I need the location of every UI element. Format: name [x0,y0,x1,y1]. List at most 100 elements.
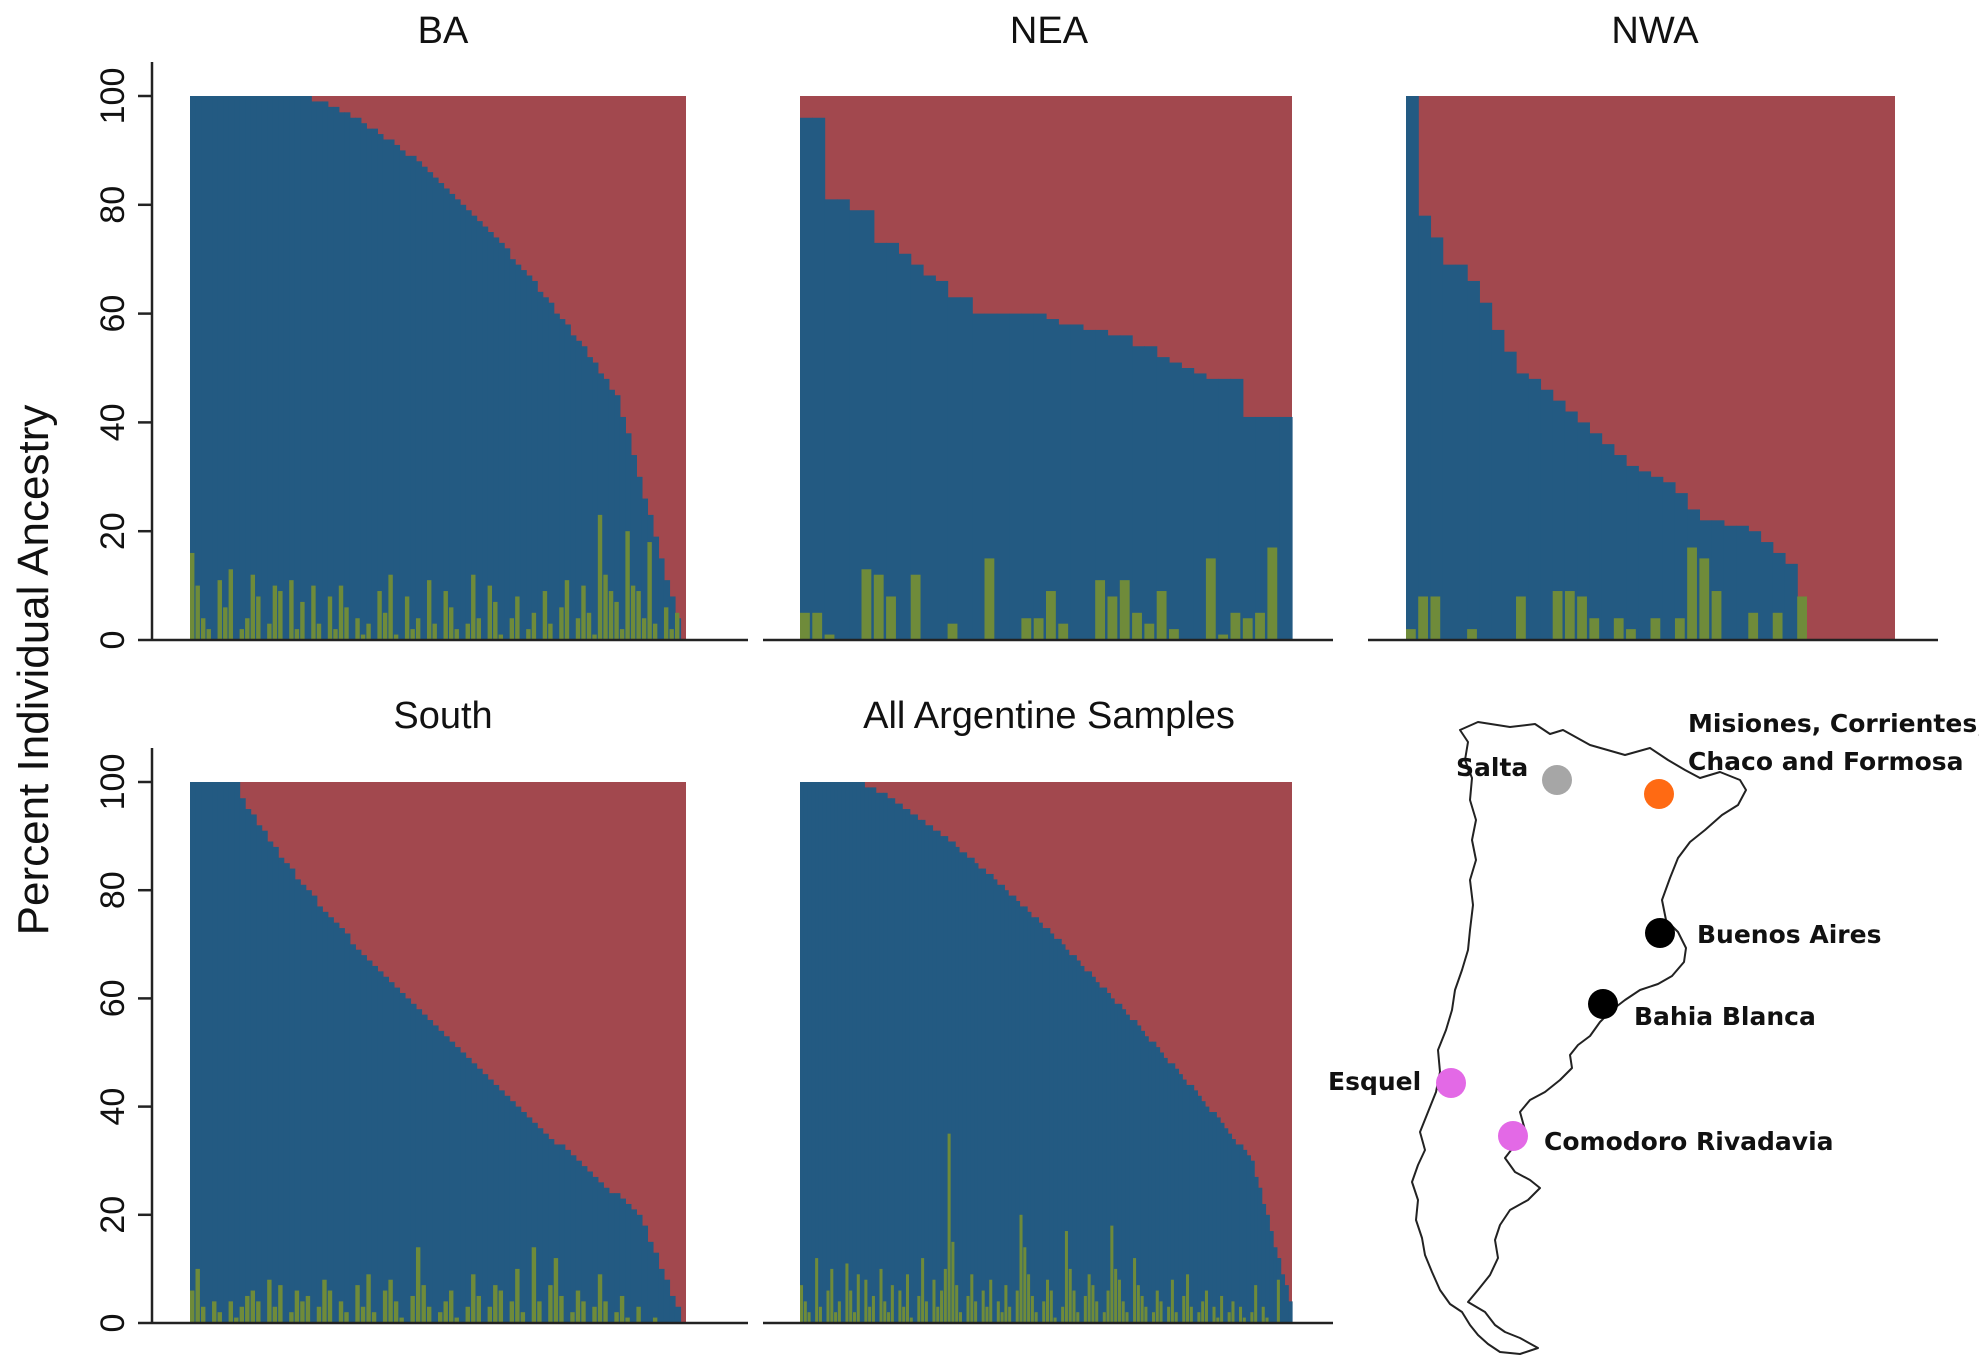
blue-ancestry-bar [1223,1128,1229,1323]
blue-ancestry-bar [526,1117,533,1323]
blue-ancestry-bar [206,96,213,640]
blue-ancestry-bar [344,112,351,640]
blue-ancestry-bar [548,1139,555,1323]
blue-ancestry-bar [1027,911,1032,1323]
green-ancestry-bar [548,623,553,640]
blue-ancestry-bar [515,1106,522,1323]
green-ancestry-bar [256,596,261,640]
blue-ancestry-bar [989,873,994,1323]
blue-ancestry-bar [1046,319,1059,640]
blue-ancestry-bar [294,96,301,640]
green-ancestry-bar [647,542,652,640]
green-ancestry-bar [1019,1214,1023,1323]
green-ancestry-bar [515,596,520,640]
blue-ancestry-bar [1148,1041,1153,1323]
green-ancestry-bar [289,1312,294,1323]
green-ancestry-bar [951,1241,955,1323]
green-ancestry-bar [1023,1247,1027,1323]
green-ancestry-bar [1186,1274,1190,1323]
green-ancestry-bar [300,601,305,640]
blue-ancestry-bar [300,96,307,640]
blue-ancestry-bar [608,389,615,640]
green-ancestry-bar [344,1312,349,1323]
green-ancestry-bar [526,629,531,640]
panel-nea [763,96,1333,642]
blue-ancestry-bar [1080,965,1085,1323]
green-ancestry-bar [1008,1306,1012,1323]
blue-ancestry-bar [482,1074,489,1323]
green-ancestry-bar [619,629,625,640]
blue-ancestry-bar [959,297,973,640]
blue-ancestry-bar [879,792,884,1323]
green-ancestry-bar [493,601,498,640]
blue-ancestry-bar [1000,884,1005,1323]
green-ancestry-bar [932,1279,936,1323]
blue-ancestry-bar [570,335,577,640]
green-ancestry-bar [1033,618,1044,640]
blue-ancestry-bar [305,96,312,640]
blue-ancestry-bar [921,819,926,1323]
blue-ancestry-bar [1467,280,1480,640]
blue-ancestry-bar [1239,1144,1244,1323]
blue-ancestry-bar [966,857,971,1323]
bahia-blanca-dot [1588,989,1618,1019]
green-ancestry-bar [1167,1306,1171,1323]
blue-ancestry-bar [509,1101,516,1323]
blue-ancestry-bar [614,1193,621,1323]
green-ancestry-bar [382,1290,388,1323]
green-ancestry-bar [1110,1225,1114,1323]
blue-ancestry-bar [471,215,478,640]
blue-ancestry-bar [996,313,1010,640]
blue-ancestry-bar [471,1063,478,1323]
blue-ancestry-bar [393,144,401,640]
green-ancestry-bar [1064,1231,1068,1323]
green-ancestry-bar [344,607,349,640]
blue-ancestry-bar [1015,901,1021,1323]
blue-ancestry-bar [239,798,246,1323]
blue-ancestry-bar [1589,433,1603,640]
green-ancestry-bar [1053,1317,1057,1323]
green-ancestry-bar [509,1301,515,1323]
blue-ancestry-bar [1503,351,1517,640]
blue-ancestry-bar [575,340,582,640]
green-ancestry-bar [305,1295,311,1323]
green-ancestry-bar [826,1290,830,1323]
blue-ancestry-bar [674,1306,682,1323]
blue-ancestry-bar [322,101,329,640]
blue-ancestry-bar [498,242,505,640]
blue-ancestry-bar [1049,933,1055,1323]
blue-ancestry-bar [195,782,202,1323]
blue-ancestry-bar [619,416,626,640]
blue-ancestry-bar [972,313,986,640]
green-ancestry-bar [581,585,586,640]
green-ancestry-bar [1201,1301,1205,1323]
blue-ancestry-bar [377,134,384,640]
blue-ancestry-bar [834,782,839,1323]
blue-ancestry-bar [1163,1057,1168,1323]
green-ancestry-bar [1205,558,1216,640]
blue-ancestry-bar [1144,1036,1149,1323]
green-ancestry-bar [559,1295,564,1323]
blue-ancestry-bar [861,210,875,641]
green-ancestry-bar [852,1312,857,1323]
green-ancestry-bar [905,1274,909,1323]
blue-ancestry-bar [1091,976,1096,1323]
blue-ancestry-bar [586,357,593,640]
blue-ancestry-bar [338,112,345,640]
blue-ancestry-bar [465,1057,472,1323]
green-ancestry-bar [1552,591,1563,640]
blue-ancestry-bar [267,96,274,640]
blue-ancestry-bar [1110,998,1115,1323]
blue-ancestry-bar [454,1047,461,1323]
blue-ancestry-bar [421,1014,428,1323]
blue-ancestry-bar [553,313,560,640]
blue-ancestry-bar [1058,324,1072,640]
green-ancestry-bar [1125,1312,1129,1323]
green-ancestry-bar [1091,1285,1095,1323]
green-ancestry-bar [250,1290,256,1323]
green-ancestry-bar [454,629,459,640]
blue-ancestry-bar [1257,1187,1263,1323]
blue-ancestry-bar [962,852,968,1323]
green-ancestry-bar [239,629,245,640]
blue-ancestry-bar [223,96,230,640]
